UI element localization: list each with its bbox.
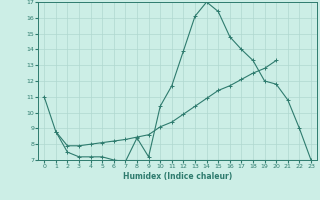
X-axis label: Humidex (Indice chaleur): Humidex (Indice chaleur) [123,172,232,181]
